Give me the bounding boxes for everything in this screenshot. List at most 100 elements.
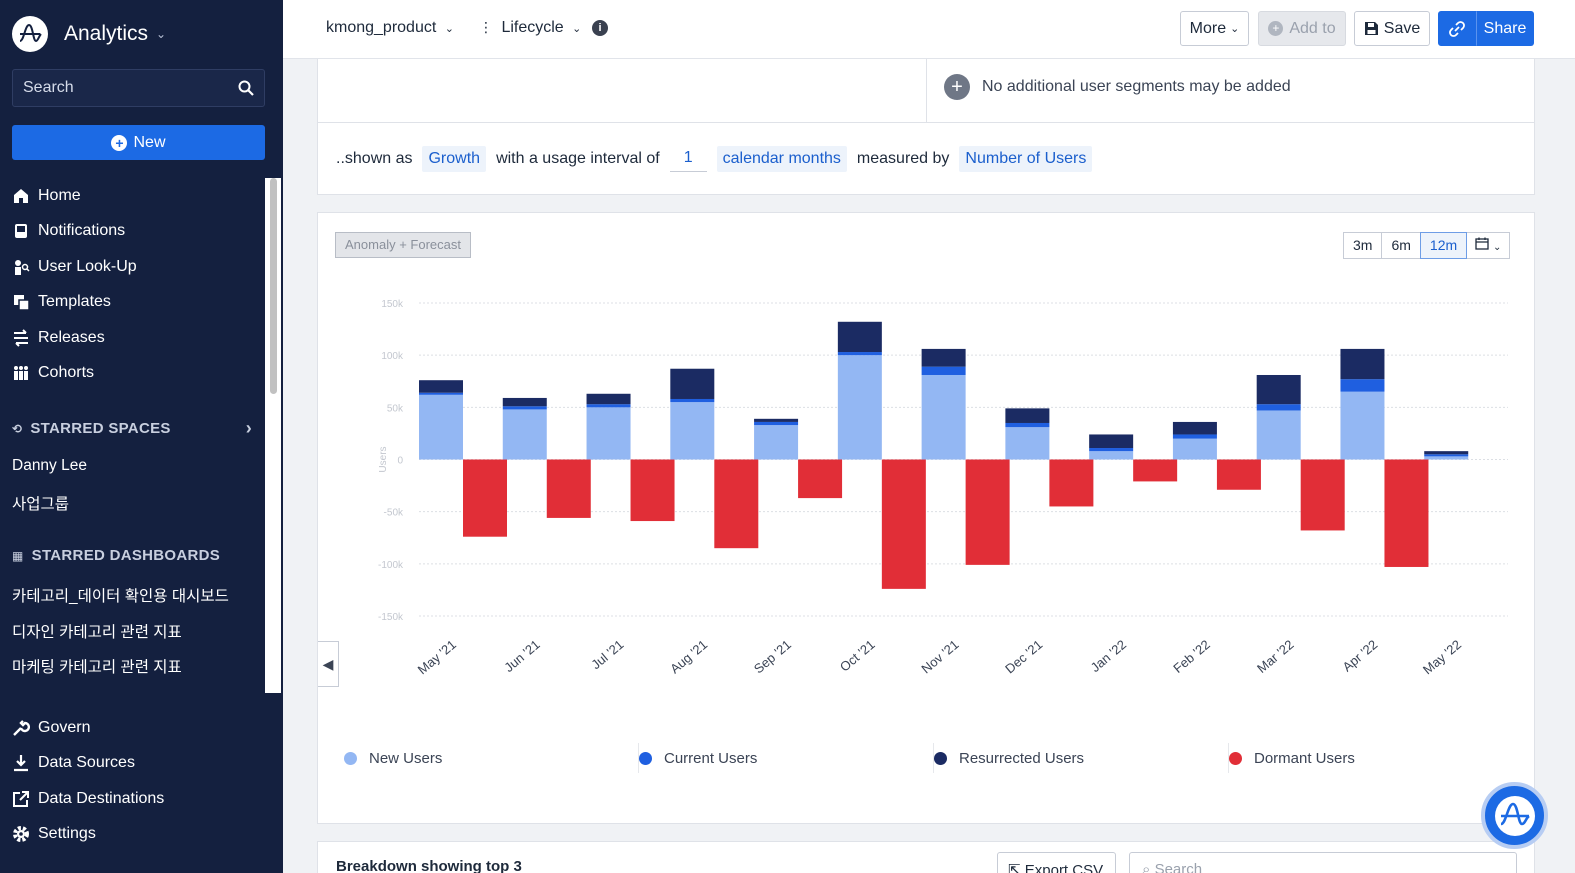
add-segment-icon: + [944,74,970,100]
chevron-down-icon: ⌄ [1230,23,1240,35]
segment-note: + No additional user segments may be add… [944,74,1291,100]
shown-as-dropdown[interactable]: Growth [422,145,487,172]
share-button[interactable]: Share [1476,11,1534,46]
bar-new-users [921,374,966,460]
y-tick-label: 100k [381,351,404,362]
search-icon: ⌕ [1142,861,1155,873]
x-tick-label: Feb '22 [1170,637,1213,676]
dashboard-item[interactable]: 카테고리_데이터 확인용 대시보드 [12,588,229,605]
breakdown-search-input[interactable]: ⌕ Search [1129,852,1517,873]
sidebar-item-data-sources[interactable]: Data Sources [12,746,265,782]
scrollbar-thumb[interactable] [270,178,277,394]
bar-dormant-users [546,459,591,518]
sidebar-item-home[interactable]: Home [12,178,265,214]
bar-dormant-users [1133,459,1178,482]
project-selector[interactable]: kmong_product ⌄ [326,19,454,37]
dashboard-item[interactable]: 디자인 카테고리 관련 지표 [12,624,182,641]
bar-new-users [670,402,715,460]
x-tick-label: Sep '21 [751,637,794,677]
sidebar-item-settings[interactable]: Settings [12,817,265,853]
x-tick-label: Oct '21 [837,637,878,675]
range-12m-button[interactable]: 12m [1419,232,1468,259]
range-6m-button[interactable]: 6m [1381,232,1421,259]
user-search-icon [12,258,30,276]
sidebar-item-data-destinations[interactable]: Data Destinations [12,781,265,817]
sidebar: Analytics ⌄ Search + New Home Notificati… [0,0,283,873]
legend-item-dormant-users[interactable]: Dormant Users [1229,743,1524,773]
y-tick-label: -50k [384,508,404,519]
legend-swatch [934,751,947,765]
bar-new-users [1005,427,1050,460]
sidebar-item-cohorts[interactable]: Cohorts [12,356,265,392]
new-button-label: New [133,133,166,151]
sidebar-item-label: Settings [38,825,96,843]
copy-link-button[interactable] [1438,11,1476,46]
dashboard-item[interactable]: 마케팅 카테고리 관련 지표 [12,659,182,676]
sidebar-item-releases[interactable]: Releases [12,320,265,356]
sidebar-item-label: Home [38,186,81,204]
chart-type-selector[interactable]: ⋮ Lifecycle ⌄ [479,19,581,37]
bar-resurrected-users [1172,421,1217,435]
segment-note-text: No additional user segments may be added [982,78,1291,95]
interval-unit-dropdown[interactable]: calendar months [716,145,847,172]
starred-dashboards-label: STARRED DASHBOARDS [31,547,221,564]
starred-spaces-header[interactable]: ⟲ STARRED SPACES › [12,418,252,439]
sidebar-item-govern[interactable]: Govern [12,710,265,746]
measured-by-dropdown[interactable]: Number of Users [959,145,1093,172]
divider [318,122,1534,123]
x-tick-label: Aug '21 [667,637,710,677]
bar-current-users [670,398,715,403]
inbox-icon [12,222,30,240]
save-button[interactable]: Save [1354,11,1430,46]
breakdown-panel: Breakdown showing top 3 ⇱ Export CSV ⌕ S… [317,841,1535,873]
calendar-picker-button[interactable]: ⌄ [1466,232,1511,259]
bar-dormant-users [1300,459,1345,531]
interval-input[interactable]: 1 [669,145,707,172]
sidebar-item-label: Cohorts [38,364,95,382]
sidebar-scrollbar[interactable] [265,178,281,693]
sidebar-item-templates[interactable]: Templates [12,285,265,321]
bottom-nav-list: Govern Data Sources Data Destinations Se… [12,710,265,852]
legend-item-resurrected-users[interactable]: Resurrected Users [934,743,1229,773]
legend-item-current-users[interactable]: Current Users [639,743,934,773]
sidebar-item-label: Templates [38,293,111,311]
cohorts-icon [12,364,30,382]
export-csv-button[interactable]: ⇱ Export CSV [997,852,1116,873]
bar-resurrected-users [502,397,547,407]
more-button[interactable]: More ⌄ [1180,11,1249,46]
sidebar-item-user-lookup[interactable]: User Look-Up [12,249,265,285]
bar-current-users [1256,404,1301,411]
calendar-icon [1475,237,1489,250]
bar-dormant-users [714,459,759,549]
bar-resurrected-users [670,368,715,399]
x-tick-label: Jul '21 [588,637,626,672]
add-to-button[interactable]: + Add to [1258,11,1346,46]
space-item[interactable]: Danny Lee [12,457,87,474]
anomaly-forecast-button[interactable]: Anomaly + Forecast [335,232,471,258]
chevron-right-icon[interactable]: › [245,418,252,438]
info-icon[interactable]: i [592,20,608,36]
export-csv-label: Export CSV [1024,862,1104,873]
x-tick-label: Mar '22 [1254,637,1297,676]
legend-item-new-users[interactable]: New Users [344,743,639,773]
bar-resurrected-users [1256,374,1301,405]
space-item[interactable]: 사업그룹 [12,496,70,513]
sidebar-item-label: Data Sources [38,754,135,772]
caret-left-icon: ◀ [322,655,334,672]
sidebar-nav: Home Notifications User Look-Up Template… [12,178,265,391]
bar-current-users [1089,448,1134,452]
sidebar-search-input[interactable]: Search [12,69,265,107]
app-switcher[interactable]: Analytics ⌄ [12,16,166,52]
bar-current-users [837,352,882,356]
collapse-panel-button[interactable]: ◀ [318,641,339,687]
bar-new-users [502,409,547,460]
bar-dormant-users [1384,459,1429,567]
sidebar-item-notifications[interactable]: Notifications [12,214,265,250]
bar-dormant-users [798,459,843,499]
bar-resurrected-users [754,418,799,422]
range-3m-button[interactable]: 3m [1343,232,1383,259]
assistant-fab-button[interactable] [1481,782,1548,849]
export-icon [12,790,30,808]
x-tick-label: May '21 [415,637,459,677]
new-button[interactable]: + New [12,125,265,160]
